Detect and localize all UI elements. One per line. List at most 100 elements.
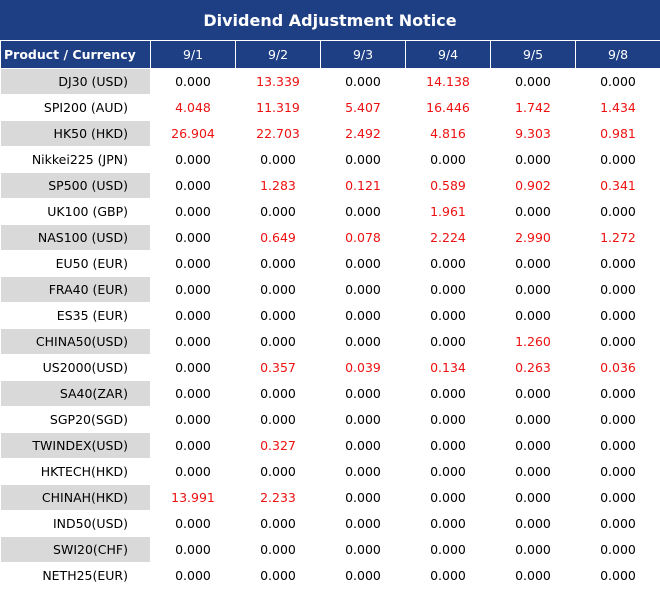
value-cell: 1.742 (491, 95, 576, 121)
product-cell: SWI20(CHF) (1, 537, 151, 563)
value-cell: 0.000 (406, 459, 491, 485)
value-cell: 0.000 (576, 303, 660, 329)
product-cell: FRA40 (EUR) (1, 277, 151, 303)
value-cell: 0.000 (406, 303, 491, 329)
value-cell: 0.000 (321, 303, 406, 329)
value-cell: 2.990 (491, 225, 576, 251)
product-cell: SA40(ZAR) (1, 381, 151, 407)
value-cell: 0.000 (321, 433, 406, 459)
value-cell: 0.000 (151, 225, 236, 251)
value-cell: 0.000 (491, 199, 576, 225)
value-cell: 0.000 (406, 511, 491, 537)
value-cell: 0.000 (151, 563, 236, 589)
value-cell: 0.000 (491, 69, 576, 95)
product-cell: HK50 (HKD) (1, 121, 151, 147)
value-cell: 0.000 (151, 199, 236, 225)
value-cell: 0.000 (236, 537, 321, 563)
value-cell: 0.000 (491, 563, 576, 589)
value-cell: 0.078 (321, 225, 406, 251)
date-column-header: 9/4 (406, 41, 491, 69)
value-cell: 0.000 (321, 537, 406, 563)
value-cell: 0.000 (321, 329, 406, 355)
product-cell: TWINDEX(USD) (1, 433, 151, 459)
value-cell: 0.000 (321, 69, 406, 95)
value-cell: 0.000 (491, 459, 576, 485)
value-cell: 0.000 (576, 199, 660, 225)
value-cell: 0.036 (576, 355, 660, 381)
product-cell: ES35 (EUR) (1, 303, 151, 329)
value-cell: 0.000 (576, 511, 660, 537)
value-cell: 0.000 (321, 459, 406, 485)
value-cell: 0.649 (236, 225, 321, 251)
product-cell: CHINA50(USD) (1, 329, 151, 355)
product-cell: NETH25(EUR) (1, 563, 151, 589)
value-cell: 0.000 (151, 355, 236, 381)
value-cell: 0.000 (491, 511, 576, 537)
value-cell: 0.000 (406, 329, 491, 355)
header-row: Product / Currency 9/1 9/2 9/3 9/4 9/5 9… (1, 41, 660, 69)
value-cell: 0.981 (576, 121, 660, 147)
value-cell: 0.000 (491, 147, 576, 173)
product-cell: DJ30 (USD) (1, 69, 151, 95)
value-cell: 0.000 (151, 433, 236, 459)
value-cell: 0.000 (151, 303, 236, 329)
value-cell: 0.000 (406, 277, 491, 303)
value-cell: 0.000 (151, 173, 236, 199)
value-cell: 1.283 (236, 173, 321, 199)
value-cell: 0.000 (151, 407, 236, 433)
value-cell: 2.492 (321, 121, 406, 147)
value-cell: 0.000 (236, 199, 321, 225)
value-cell: 0.000 (576, 563, 660, 589)
value-cell: 0.000 (321, 199, 406, 225)
value-cell: 0.000 (321, 563, 406, 589)
value-cell: 9.303 (491, 121, 576, 147)
value-cell: 0.000 (151, 511, 236, 537)
product-cell: SGP20(SGD) (1, 407, 151, 433)
value-cell: 0.000 (491, 251, 576, 277)
value-cell: 0.357 (236, 355, 321, 381)
value-cell: 0.000 (321, 485, 406, 511)
value-cell: 0.327 (236, 433, 321, 459)
value-cell: 1.961 (406, 199, 491, 225)
value-cell: 0.000 (236, 511, 321, 537)
value-cell: 0.341 (576, 173, 660, 199)
value-cell: 0.000 (406, 381, 491, 407)
value-cell: 0.000 (406, 251, 491, 277)
value-cell: 0.000 (151, 537, 236, 563)
value-cell: 0.000 (236, 251, 321, 277)
date-column-header: 9/2 (236, 41, 321, 69)
value-cell: 0.000 (491, 381, 576, 407)
product-column-header: Product / Currency (1, 41, 151, 69)
value-cell: 26.904 (151, 121, 236, 147)
date-column-header: 9/5 (491, 41, 576, 69)
product-cell: NAS100 (USD) (1, 225, 151, 251)
value-cell: 0.000 (576, 329, 660, 355)
date-column-header: 9/1 (151, 41, 236, 69)
value-cell: 0.000 (576, 147, 660, 173)
value-cell: 0.121 (321, 173, 406, 199)
dividend-table: Product / Currency 9/1 9/2 9/3 9/4 9/5 9… (0, 40, 660, 589)
value-cell: 0.000 (151, 147, 236, 173)
value-cell: 0.000 (321, 147, 406, 173)
product-cell: Nikkei225 (JPN) (1, 147, 151, 173)
value-cell: 2.224 (406, 225, 491, 251)
value-cell: 4.048 (151, 95, 236, 121)
value-cell: 1.260 (491, 329, 576, 355)
value-cell: 0.000 (491, 407, 576, 433)
value-cell: 5.407 (321, 95, 406, 121)
value-cell: 0.263 (491, 355, 576, 381)
value-cell: 11.319 (236, 95, 321, 121)
value-cell: 0.000 (406, 563, 491, 589)
value-cell: 0.000 (321, 277, 406, 303)
value-cell: 0.000 (151, 459, 236, 485)
